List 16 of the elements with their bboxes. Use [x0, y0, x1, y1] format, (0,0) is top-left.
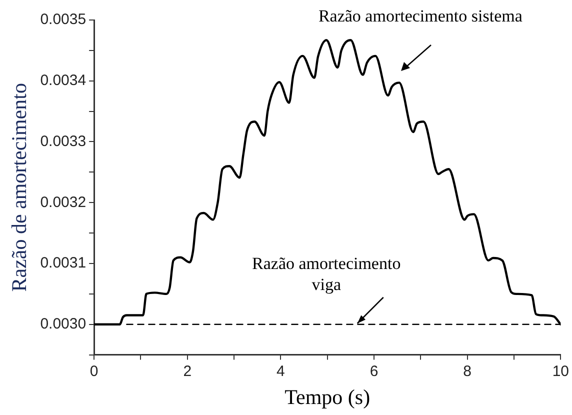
y-tick-label: 0.0032: [40, 194, 86, 211]
y-tick-label: 0.0030: [40, 316, 86, 333]
x-tick-label: 0: [90, 362, 98, 380]
y-tick-label: 0.0033: [40, 132, 86, 150]
x-tick-label: 2: [183, 362, 192, 380]
y-tick-label: 0.0035: [40, 11, 86, 28]
x-tick-label: 8: [463, 362, 472, 380]
annotation: Razão amortecimento sistema: [318, 6, 523, 26]
y-axis-title: Razão de amortecimento: [7, 83, 32, 292]
y-tick-label: 0.0034: [40, 72, 86, 90]
y-tick-label: 0.0031: [40, 254, 86, 272]
x-axis-title: Tempo (s): [284, 384, 370, 409]
x-tick-label: 4: [276, 362, 285, 380]
x-tick-label: 10: [552, 362, 569, 380]
annotation: Razão amortecimento viga: [252, 254, 401, 294]
x-tick-label: 6: [370, 362, 378, 380]
